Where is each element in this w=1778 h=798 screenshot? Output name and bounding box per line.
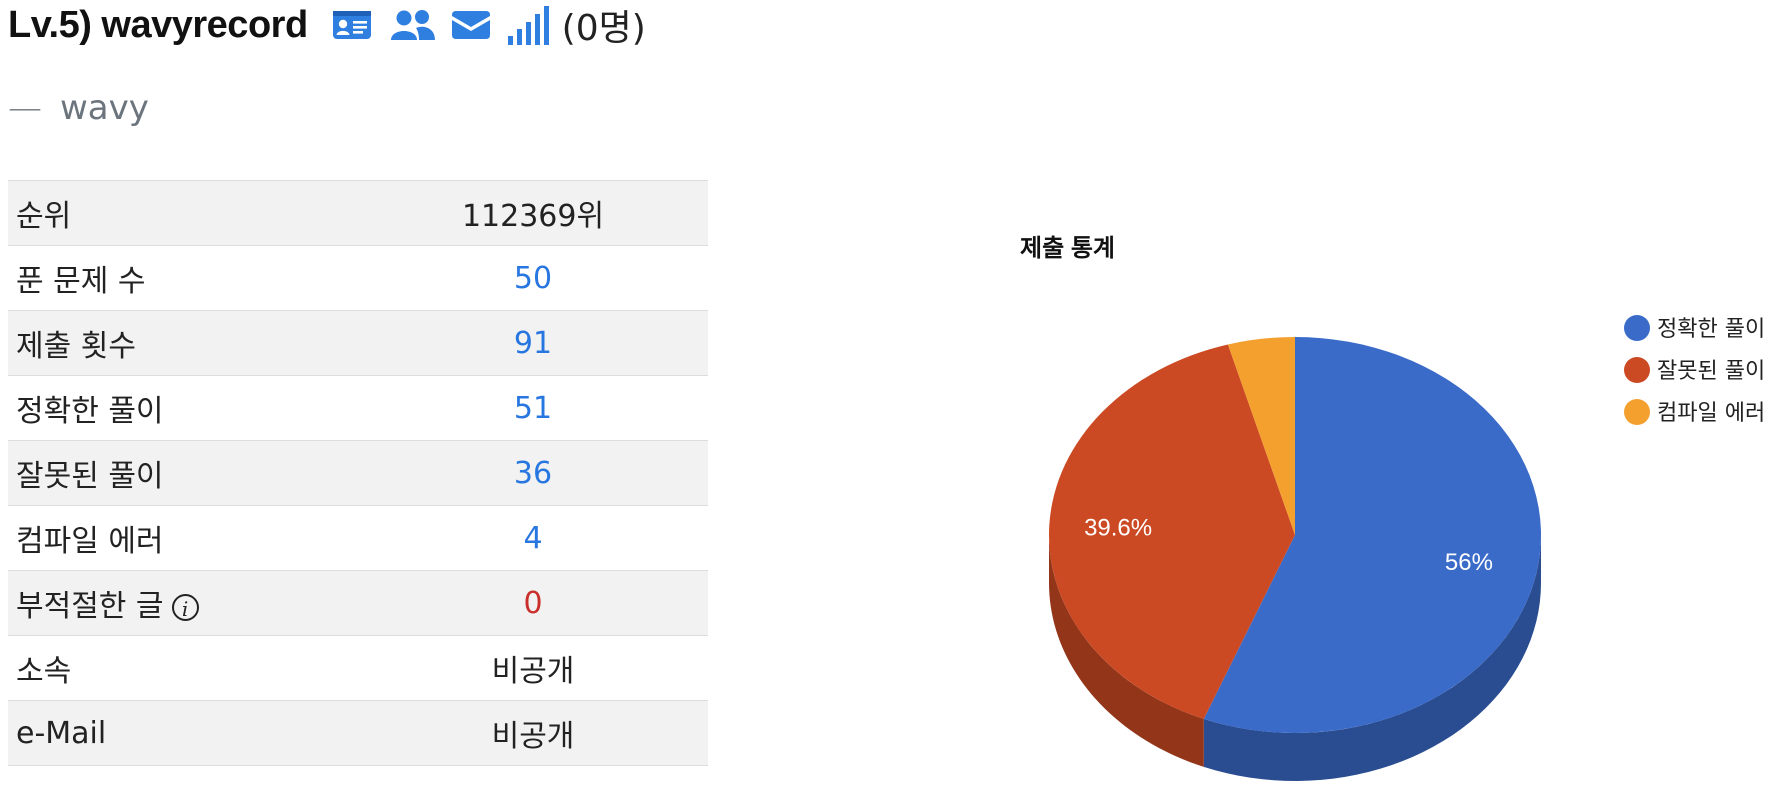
legend-label-2: 컴파일 에러 — [1657, 401, 1765, 426]
solved-count-link[interactable]: 50 — [513, 260, 553, 296]
pie-slice-1 — [1049, 344, 1295, 719]
table-row: 소속 비공개 — [8, 635, 708, 701]
row-label-submissions: 제출 횟수 — [8, 310, 358, 376]
table-row: e-Mail 비공개 — [8, 700, 708, 766]
row-value-affiliation: 비공개 — [358, 635, 708, 701]
correct-count-link[interactable]: 51 — [513, 390, 553, 426]
row-value-inappropriate: 0 — [358, 570, 708, 636]
profile-motto: — wavy — [8, 85, 149, 131]
table-row: 정확한 풀이 51 — [8, 375, 708, 441]
table-row: 컴파일 에러 4 — [8, 505, 708, 571]
username-title: Lv.5) wavyrecord — [8, 3, 308, 46]
stats-table: 순위 112369위 푼 문제 수 50 제출 횟수 91 정확한 풀이 51 … — [8, 180, 708, 766]
row-value-rank: 112369위 — [358, 180, 708, 246]
compile-error-count-link[interactable]: 4 — [523, 520, 543, 556]
profile-card-icon[interactable] — [332, 10, 372, 40]
mail-icon[interactable] — [451, 11, 490, 39]
table-row: 푼 문제 수 50 — [8, 245, 708, 311]
pie-data-label-0: 56% — [1445, 549, 1493, 576]
table-row: 부적절한 글 i 0 — [8, 570, 708, 636]
motto-text: wavy — [60, 88, 149, 128]
row-label-solved: 푼 문제 수 — [8, 245, 358, 311]
friends-icon[interactable] — [390, 9, 436, 41]
row-label-rank: 순위 — [8, 180, 358, 246]
table-row: 순위 112369위 — [8, 180, 708, 246]
table-row: 제출 횟수 91 — [8, 310, 708, 376]
chart-title: 제출 통계 — [1020, 235, 1115, 262]
pie-slice-side-1 — [1049, 535, 1204, 767]
row-label-compile-error: 컴파일 에러 — [8, 505, 358, 571]
row-label-affiliation: 소속 — [8, 635, 358, 701]
row-label-correct: 정확한 풀이 — [8, 375, 358, 441]
inappropriate-label-text: 부적절한 글 — [16, 589, 164, 624]
pie-slice-2 — [1227, 337, 1295, 535]
pie-slice-side-0 — [1203, 535, 1541, 781]
wrong-count-link[interactable]: 36 — [513, 455, 553, 491]
submission-count-link[interactable]: 91 — [513, 325, 553, 361]
legend-marker-1 — [1624, 357, 1650, 383]
signal-bars-icon[interactable] — [507, 5, 552, 45]
profile-header: Lv.5) wavyrecord — [8, 0, 646, 50]
pie-slice-0 — [1203, 337, 1542, 733]
legend-label-0: 정확한 풀이 — [1657, 317, 1765, 342]
legend-marker-0 — [1624, 315, 1650, 341]
row-label-email: e-Mail — [8, 700, 358, 766]
pie-data-label-1: 39.6% — [1084, 515, 1152, 542]
row-label-inappropriate: 부적절한 글 i — [8, 570, 358, 636]
legend-label-1: 잘못된 풀이 — [1657, 359, 1765, 384]
info-icon[interactable]: i — [171, 594, 199, 621]
row-value-email: 비공개 — [358, 700, 708, 766]
legend-marker-2 — [1624, 399, 1650, 425]
follower-count: (0명) — [561, 8, 646, 49]
row-label-wrong: 잘못된 풀이 — [8, 440, 358, 506]
motto-dash: — — [8, 88, 42, 128]
table-row: 잘못된 풀이 36 — [8, 440, 708, 506]
